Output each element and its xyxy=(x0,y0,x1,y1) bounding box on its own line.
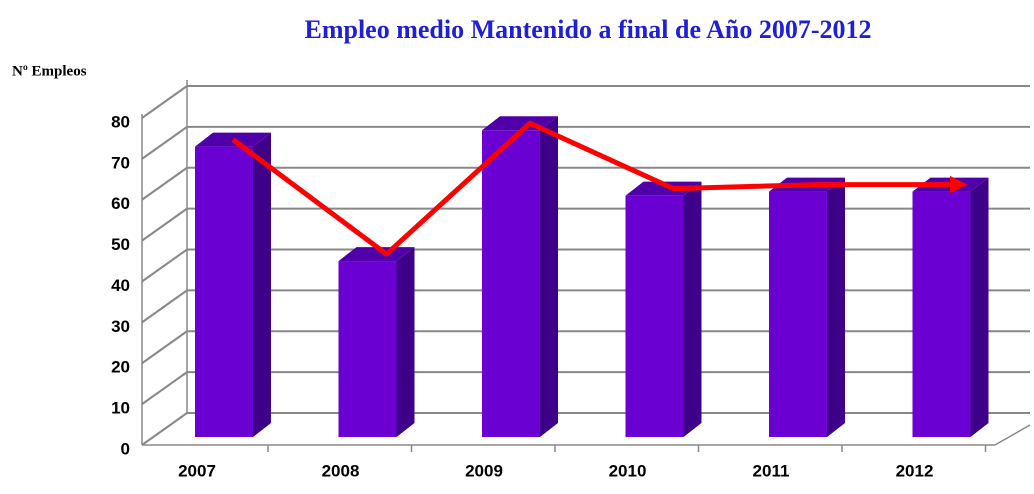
grid-line xyxy=(141,126,188,160)
bar xyxy=(912,191,971,437)
floor-right xyxy=(994,424,1031,446)
y-tick-label: 20 xyxy=(111,358,130,377)
x-tick-label: 2010 xyxy=(609,461,647,480)
grid-line xyxy=(141,207,188,242)
grid-line xyxy=(141,166,188,201)
grid-line xyxy=(141,289,188,324)
x-tick-label: 2007 xyxy=(178,461,216,480)
y-tick-label: 50 xyxy=(111,235,130,254)
y-tick-label: 10 xyxy=(111,399,130,418)
y-tick-label: 40 xyxy=(111,276,130,295)
bar xyxy=(482,130,540,437)
bar xyxy=(769,191,827,437)
bar xyxy=(195,146,253,438)
y-axis-label: Nº Empleos xyxy=(12,63,87,79)
x-tick-label: 2008 xyxy=(322,461,360,480)
y-tick-label: 80 xyxy=(111,112,130,131)
bar xyxy=(338,261,397,437)
y-tick-label: 0 xyxy=(121,439,130,458)
bar xyxy=(625,195,684,437)
bar-side xyxy=(540,116,558,437)
x-tick-label: 2011 xyxy=(753,461,790,480)
bar-top xyxy=(338,247,415,262)
grid-line xyxy=(141,412,188,446)
x-tick-label: 2009 xyxy=(465,461,503,480)
bar-top xyxy=(625,181,702,196)
grid-line xyxy=(141,330,188,365)
grid-line xyxy=(141,85,188,119)
trend-line xyxy=(231,120,968,257)
chart-title: Empleo medio Mantenido a final de Año 20… xyxy=(305,15,872,44)
y-tick-label: 60 xyxy=(111,194,130,213)
bar-side xyxy=(683,181,702,437)
x-tick-label: 2012 xyxy=(896,461,934,480)
bar-side xyxy=(970,177,989,437)
y-tick-label: 30 xyxy=(111,317,130,336)
grid-line xyxy=(141,371,188,405)
bar-side xyxy=(827,177,845,437)
bar-side xyxy=(396,247,415,437)
grid-line xyxy=(141,248,188,283)
bar-side xyxy=(253,132,271,438)
y-tick-label: 70 xyxy=(111,153,130,172)
